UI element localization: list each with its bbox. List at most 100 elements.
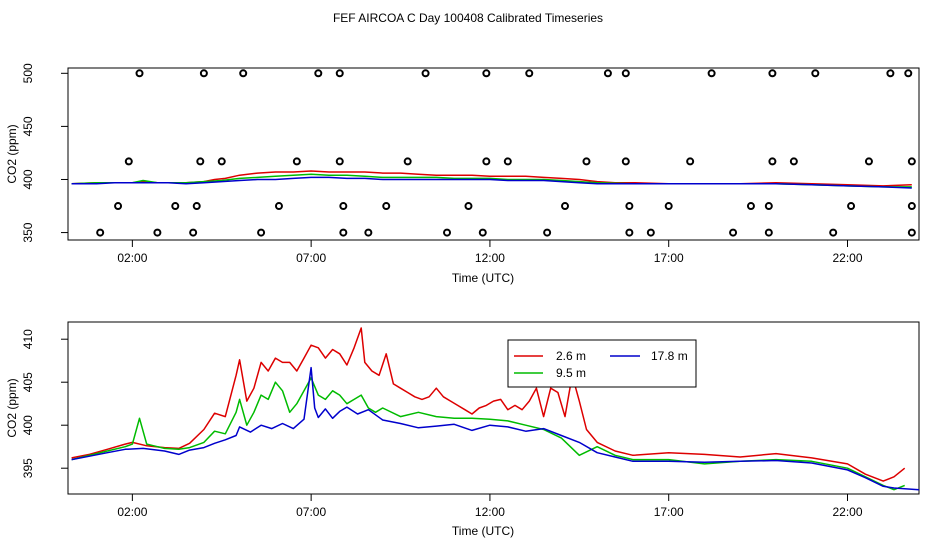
top-x-axis-label: Time (UTC): [452, 271, 514, 285]
top-marker: [907, 202, 916, 211]
top-plot: CO2 (ppm) Time (UTC) 02:00 07:00 12:00 17:0…: [5, 63, 920, 285]
top-y-tick-label: 350: [21, 222, 35, 242]
top-calibration-markers: [96, 69, 916, 237]
top-marker: [199, 69, 208, 78]
bottom-y-tick-label: 410: [21, 329, 35, 349]
top-marker: [582, 157, 591, 166]
top-marker: [257, 228, 266, 237]
top-marker: [625, 228, 634, 237]
top-marker: [124, 157, 133, 166]
top-marker: [625, 202, 634, 211]
top-y-tick-label: 500: [21, 63, 35, 83]
top-marker: [464, 202, 473, 211]
top-marker: [864, 157, 873, 166]
top-marker: [403, 157, 412, 166]
bottom-y-tick-label: 395: [21, 458, 35, 478]
top-marker: [768, 69, 777, 78]
top-marker: [192, 202, 201, 211]
top-marker: [621, 69, 630, 78]
top-marker: [335, 157, 344, 166]
top-marker: [503, 157, 512, 166]
top-marker: [829, 228, 838, 237]
top-series-17-8-m: [71, 176, 912, 189]
top-marker: [847, 202, 856, 211]
bottom-series-2-6-m: [71, 327, 906, 482]
top-plot-frame: [67, 67, 920, 241]
bottom-x-tick-label: 07:00: [296, 505, 326, 519]
legend-label-2-6m: 2.6 m: [556, 349, 586, 363]
top-marker: [364, 228, 373, 237]
top-x-tick-label: 17:00: [654, 251, 684, 265]
legend-label-9-5m: 9.5 m: [556, 366, 586, 380]
bottom-y-axis-label: CO2 (ppm): [5, 378, 19, 437]
bottom-series-17-8-m: [71, 366, 920, 491]
top-marker: [171, 202, 180, 211]
bottom-y-tick-label: 405: [21, 372, 35, 392]
bottom-plot-frame: [67, 321, 920, 495]
top-y-tick-label: 450: [21, 116, 35, 136]
top-marker: [886, 69, 895, 78]
bottom-x-axis-label: Time (UTC): [452, 524, 514, 538]
bottom-series-9-5-m: [71, 377, 905, 491]
top-marker: [339, 228, 348, 237]
top-marker: [335, 69, 344, 78]
top-marker: [189, 228, 198, 237]
top-marker: [746, 202, 755, 211]
top-marker: [543, 228, 552, 237]
top-marker: [646, 228, 655, 237]
top-marker: [904, 69, 913, 78]
top-marker: [478, 228, 487, 237]
top-marker: [621, 157, 630, 166]
top-marker: [443, 228, 452, 237]
bottom-x-tick-label: 22:00: [832, 505, 862, 519]
top-marker: [217, 157, 226, 166]
top-y-axis-label: CO2 (ppm): [5, 124, 19, 183]
bottom-x-tick-label: 12:00: [475, 505, 505, 519]
top-marker: [603, 69, 612, 78]
top-marker: [314, 69, 323, 78]
top-marker: [339, 202, 348, 211]
top-marker: [729, 228, 738, 237]
top-marker: [664, 202, 673, 211]
top-y-ticks: 350 400 450 500: [21, 63, 68, 243]
top-marker: [811, 69, 820, 78]
bottom-y-tick-label: 400: [21, 415, 35, 435]
top-marker: [382, 202, 391, 211]
top-marker: [768, 157, 777, 166]
legend-label-17-8m: 17.8 m: [651, 349, 688, 363]
top-marker: [764, 228, 773, 237]
top-marker: [482, 69, 491, 78]
top-x-ticks: 02:00 07:00 12:00 17:00 22:00: [117, 240, 863, 265]
bottom-plot: CO2 (ppm) Time (UTC) 02:00 07:00 12:00 17:0…: [5, 321, 920, 538]
top-marker: [789, 157, 798, 166]
top-y-tick-label: 400: [21, 169, 35, 189]
bottom-series-lines: [71, 327, 920, 491]
top-marker: [135, 69, 144, 78]
top-marker: [292, 157, 301, 166]
top-marker: [907, 228, 916, 237]
bottom-x-tick-label: 02:00: [117, 505, 147, 519]
top-series-lines: [71, 170, 912, 189]
top-marker: [421, 69, 430, 78]
top-marker: [525, 69, 534, 78]
top-x-tick-label: 07:00: [296, 251, 326, 265]
bottom-x-ticks: 02:00 07:00 12:00 17:00 22:00: [117, 494, 863, 519]
top-x-tick-label: 22:00: [832, 251, 862, 265]
top-marker: [686, 157, 695, 166]
top-marker: [96, 228, 105, 237]
top-marker: [764, 202, 773, 211]
legend-box: [507, 339, 697, 388]
top-marker: [707, 69, 716, 78]
top-marker: [114, 202, 123, 211]
top-marker: [907, 157, 916, 166]
chart-title: FEF AIRCOA C Day 100408 Calibrated Times…: [333, 11, 603, 25]
top-x-tick-label: 12:00: [475, 251, 505, 265]
top-marker: [196, 157, 205, 166]
top-marker: [239, 69, 248, 78]
top-marker: [482, 157, 491, 166]
bottom-x-tick-label: 17:00: [654, 505, 684, 519]
top-marker: [274, 202, 283, 211]
top-x-tick-label: 02:00: [117, 251, 147, 265]
legend: 2.6 m 17.8 m 9.5 m: [507, 339, 697, 388]
